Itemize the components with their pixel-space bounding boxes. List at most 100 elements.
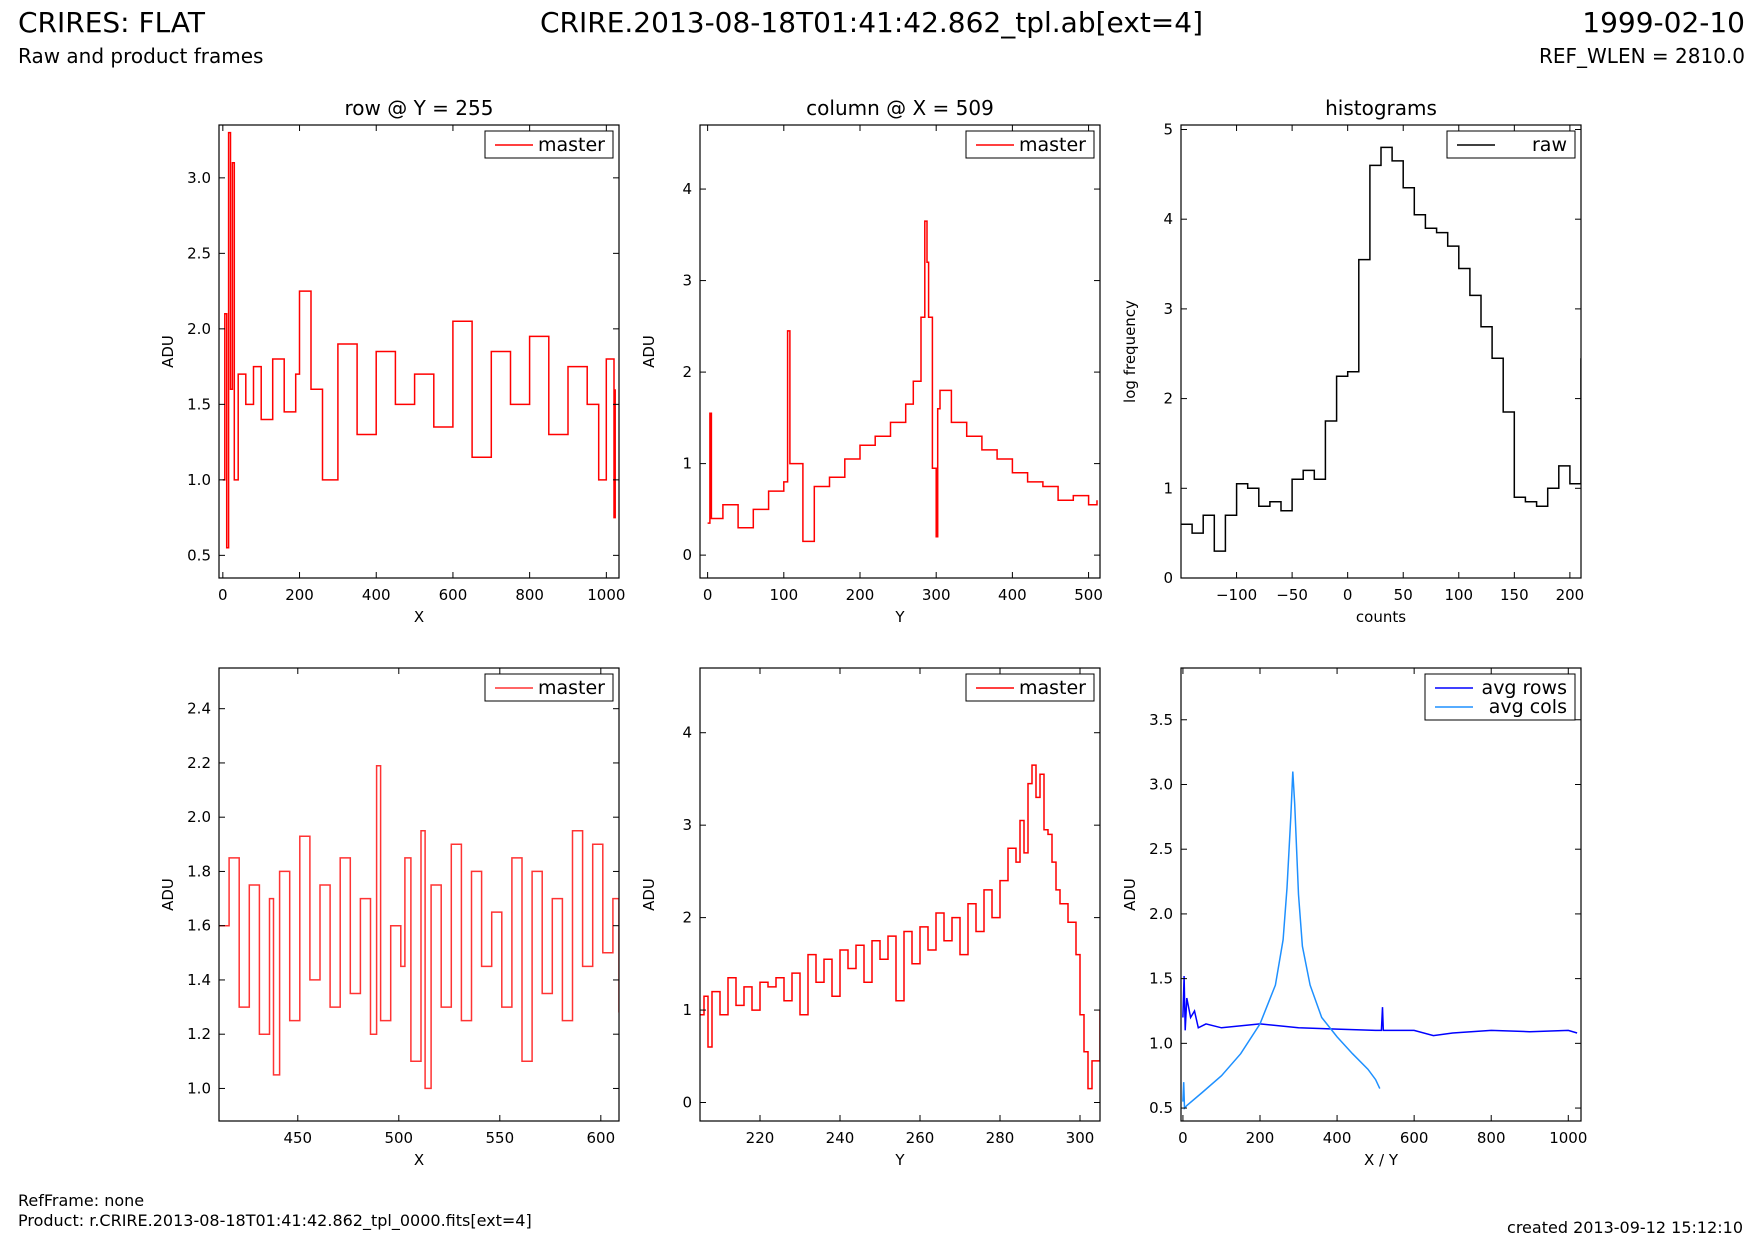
- y-tick-label: 3: [682, 816, 692, 834]
- y-tick-label: 1.0: [187, 1079, 211, 1097]
- x-tick-label: 100: [1444, 586, 1473, 604]
- x-tick-label: 200: [846, 586, 875, 604]
- series-line-2-1: [707, 220, 1098, 543]
- y-tick-label: 3.5: [1149, 711, 1173, 729]
- x-tick-label: 260: [906, 1129, 935, 1147]
- x-tick-label: 1000: [1549, 1129, 1587, 1147]
- x-tick-label: 200: [1556, 586, 1585, 604]
- chart-panel-4: 450 500 550 600 1.0 1.2 1.4 1.6 1.8 2.0 2.2 2.4 X ADU…: [159, 667, 620, 1169]
- report-date: 1999-02-10: [1582, 6, 1745, 39]
- y-tick-label: 4: [1163, 210, 1173, 228]
- series-line-4-1: [219, 764, 619, 1090]
- y-tick-label: 5: [1163, 120, 1173, 138]
- x-tick-label: 0: [703, 586, 713, 604]
- legend-box: [1424, 673, 1576, 721]
- x-axis-label: X: [414, 608, 424, 626]
- x-tick-label: 600: [1400, 1129, 1429, 1147]
- x-tick-label: −50: [1276, 586, 1308, 604]
- y-tick-label: 1.4: [187, 971, 211, 989]
- x-tick-label: 220: [746, 1129, 775, 1147]
- y-axis-label: ADU: [1121, 878, 1139, 911]
- y-tick-label: 3: [682, 272, 692, 290]
- y-tick-label: 0.5: [187, 546, 211, 564]
- y-axis-label: log frequency: [1121, 300, 1139, 403]
- plot-frame-5: [699, 667, 1101, 1122]
- chart-title: histograms: [1325, 96, 1437, 120]
- ref-frame-note: RefFrame: none: [18, 1191, 145, 1210]
- y-tick-label: 4: [682, 180, 692, 198]
- x-tick-label: 400: [998, 586, 1027, 604]
- product-note: Product: r.CRIRE.2013-08-18T01:41:42.862…: [18, 1211, 532, 1230]
- chart-title: row @ Y = 255: [345, 96, 494, 120]
- x-tick-label: 50: [1394, 586, 1413, 604]
- y-tick-label: 3.0: [187, 169, 211, 187]
- x-tick-label: 800: [1477, 1129, 1506, 1147]
- plot-frame-4: [218, 667, 620, 1122]
- y-axis-label: ADU: [159, 335, 177, 368]
- y-tick-label: 2.5: [187, 244, 211, 262]
- y-tick-label: 2.0: [187, 320, 211, 338]
- y-tick-label: 2: [1163, 390, 1173, 408]
- report-subtitle: Raw and product frames: [18, 44, 264, 68]
- y-tick-label: 1: [682, 1001, 692, 1019]
- y-axis-label: ADU: [159, 878, 177, 911]
- chart-panel-5: 220 240 260 280 300 0 1 2 3 4 Y ADU master: [640, 667, 1101, 1169]
- x-tick-label: 550: [485, 1129, 514, 1147]
- y-tick-label: 0: [1163, 569, 1173, 587]
- chart-panel-3: −100 −50 0 50 100 150 200 0 1 2 3 4 5 histograms count…: [1121, 96, 1584, 626]
- x-tick-label: 400: [1323, 1129, 1352, 1147]
- series-line-6-1: [1182, 975, 1578, 1037]
- y-tick-label: 1.0: [187, 471, 211, 489]
- y-tick-label: 2.4: [187, 700, 211, 718]
- ref-wlen: REF_WLEN = 2810.0: [1538, 44, 1745, 68]
- y-tick-label: 1: [1163, 479, 1173, 497]
- chart-panel-6: 0 200 400 600 800 1000 0.5 1.0 1.5 2.0 2.5 3.0 3.5 X …: [1121, 667, 1587, 1169]
- y-tick-label: 2.0: [1149, 905, 1173, 923]
- x-axis-label: X: [414, 1151, 424, 1169]
- plot-frame-1: [218, 124, 620, 579]
- series-line-5-1: [700, 764, 1100, 1090]
- chart-panel-2: 0 100 200 300 400 500 0 1 2 3 4 column @ X = 509 Y AD…: [640, 96, 1103, 626]
- x-tick-label: 0: [1178, 1129, 1188, 1147]
- y-tick-label: 0: [682, 1094, 692, 1112]
- file-name-title: CRIRE.2013-08-18T01:41:42.862_tpl.ab[ext…: [540, 6, 1204, 39]
- legend-label: master: [1019, 677, 1086, 699]
- series-line-3-1: [1181, 146, 1581, 552]
- y-tick-label: 3.0: [1149, 775, 1173, 793]
- x-tick-label: 100: [769, 586, 798, 604]
- x-tick-label: 300: [1066, 1129, 1095, 1147]
- y-tick-label: 2.0: [187, 808, 211, 826]
- x-tick-label: 240: [826, 1129, 855, 1147]
- legend-label: master: [538, 677, 605, 699]
- y-tick-label: 2.2: [187, 754, 211, 772]
- y-tick-label: 1.2: [187, 1025, 211, 1043]
- y-tick-label: 2: [682, 909, 692, 927]
- chart-panel-1: 0 200 400 600 800 1000 0.5 1.0 1.5 2.0 2.5 3.0 row @…: [159, 96, 625, 626]
- legend-box: [965, 673, 1095, 702]
- legend-label: master: [1019, 134, 1086, 156]
- x-axis-label: counts: [1356, 608, 1406, 626]
- x-tick-label: 0: [218, 586, 228, 604]
- y-tick-label: 1.0: [1149, 1034, 1173, 1052]
- plot-frame-3: [1180, 124, 1582, 579]
- y-tick-label: 0: [682, 546, 692, 564]
- y-tick-label: 1.5: [1149, 970, 1173, 988]
- x-tick-label: 450: [283, 1129, 312, 1147]
- x-tick-label: 600: [586, 1129, 615, 1147]
- x-tick-label: 280: [986, 1129, 1015, 1147]
- x-tick-label: 500: [384, 1129, 413, 1147]
- plot-frame-2: [699, 124, 1101, 579]
- x-axis-label: Y: [894, 608, 905, 626]
- y-tick-label: 2.5: [1149, 840, 1173, 858]
- legend-label: avg cols: [1489, 696, 1567, 718]
- x-tick-label: 600: [439, 586, 468, 604]
- x-tick-label: 500: [1074, 586, 1103, 604]
- x-tick-label: 400: [362, 586, 391, 604]
- y-tick-label: 1: [682, 455, 692, 473]
- y-tick-label: 0.5: [1149, 1099, 1173, 1117]
- x-tick-label: 300: [922, 586, 951, 604]
- x-tick-label: 200: [285, 586, 314, 604]
- created-timestamp: created 2013-09-12 15:12:10: [1507, 1218, 1743, 1237]
- x-tick-label: 800: [515, 586, 544, 604]
